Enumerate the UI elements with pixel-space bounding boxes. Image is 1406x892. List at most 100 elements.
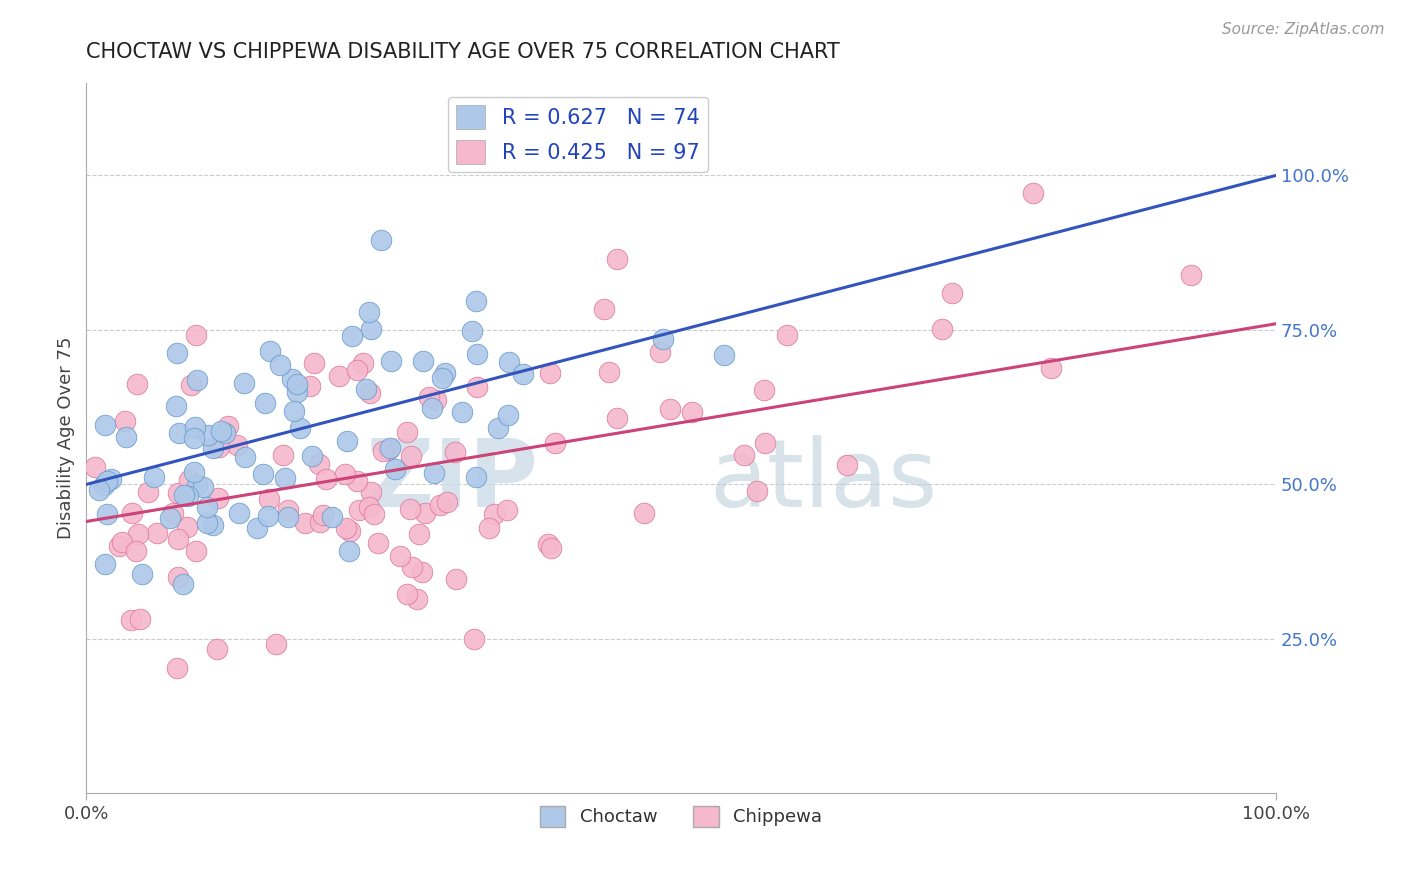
Point bbox=[941, 286, 963, 301]
Point bbox=[228, 506, 250, 520]
Point bbox=[436, 495, 458, 509]
Point bbox=[301, 449, 323, 463]
Point bbox=[388, 549, 411, 563]
Point bbox=[496, 408, 519, 422]
Point bbox=[606, 252, 628, 267]
Point bbox=[146, 526, 169, 541]
Point bbox=[395, 587, 418, 601]
Point bbox=[346, 363, 368, 377]
Point bbox=[463, 632, 485, 647]
Point bbox=[281, 372, 304, 386]
Point bbox=[252, 467, 274, 481]
Point bbox=[373, 443, 395, 458]
Point bbox=[444, 572, 467, 586]
Point bbox=[315, 472, 337, 486]
Point bbox=[377, 442, 399, 457]
Point bbox=[124, 543, 146, 558]
Point bbox=[180, 378, 202, 392]
Point bbox=[835, 458, 858, 473]
Point bbox=[415, 506, 437, 520]
Point bbox=[167, 425, 190, 440]
Point bbox=[191, 480, 214, 494]
Point bbox=[209, 424, 232, 438]
Point bbox=[360, 322, 382, 336]
Point bbox=[195, 516, 218, 531]
Point bbox=[87, 483, 110, 497]
Point bbox=[538, 366, 561, 380]
Point bbox=[120, 613, 142, 627]
Point bbox=[259, 344, 281, 359]
Point bbox=[143, 470, 166, 484]
Point bbox=[486, 421, 509, 435]
Point bbox=[593, 302, 616, 317]
Point bbox=[176, 490, 198, 504]
Point bbox=[172, 577, 194, 591]
Point bbox=[754, 383, 776, 397]
Point bbox=[745, 483, 768, 498]
Point bbox=[271, 448, 294, 462]
Point bbox=[186, 543, 208, 558]
Point bbox=[312, 508, 335, 522]
Point bbox=[429, 498, 451, 512]
Point bbox=[302, 356, 325, 370]
Point bbox=[399, 449, 422, 463]
Point bbox=[652, 332, 675, 346]
Point bbox=[299, 379, 322, 393]
Point bbox=[197, 427, 219, 442]
Point bbox=[498, 354, 520, 368]
Point bbox=[931, 322, 953, 336]
Point bbox=[423, 466, 446, 480]
Point bbox=[537, 537, 560, 551]
Point bbox=[328, 368, 350, 383]
Point bbox=[450, 405, 472, 419]
Point bbox=[111, 535, 134, 549]
Point bbox=[165, 400, 187, 414]
Point bbox=[733, 448, 755, 462]
Point bbox=[226, 438, 249, 452]
Point bbox=[183, 431, 205, 445]
Point bbox=[401, 560, 423, 574]
Point bbox=[465, 347, 488, 361]
Point bbox=[380, 353, 402, 368]
Point bbox=[430, 371, 453, 385]
Point bbox=[233, 450, 256, 465]
Point bbox=[335, 521, 357, 535]
Point bbox=[184, 327, 207, 342]
Point bbox=[177, 473, 200, 487]
Legend: Choctaw, Chippewa: Choctaw, Chippewa bbox=[533, 798, 830, 834]
Point bbox=[127, 526, 149, 541]
Point bbox=[321, 510, 343, 524]
Point bbox=[337, 544, 360, 558]
Point bbox=[159, 511, 181, 525]
Point bbox=[131, 566, 153, 581]
Point bbox=[259, 492, 281, 507]
Point bbox=[1040, 361, 1063, 376]
Point bbox=[544, 435, 567, 450]
Point bbox=[183, 420, 205, 434]
Point bbox=[360, 485, 382, 500]
Point bbox=[207, 491, 229, 505]
Point bbox=[129, 612, 152, 626]
Point bbox=[465, 380, 488, 394]
Point bbox=[283, 404, 305, 418]
Point bbox=[245, 521, 267, 535]
Point bbox=[354, 382, 377, 396]
Point bbox=[339, 524, 361, 538]
Point bbox=[277, 509, 299, 524]
Point bbox=[633, 506, 655, 520]
Point bbox=[201, 441, 224, 455]
Point bbox=[308, 516, 330, 530]
Point bbox=[173, 488, 195, 502]
Point bbox=[336, 434, 359, 449]
Point bbox=[121, 506, 143, 520]
Point bbox=[408, 527, 430, 541]
Point bbox=[277, 502, 299, 516]
Point bbox=[166, 346, 188, 360]
Point bbox=[540, 541, 562, 555]
Text: CHOCTAW VS CHIPPEWA DISABILITY AGE OVER 75 CORRELATION CHART: CHOCTAW VS CHIPPEWA DISABILITY AGE OVER … bbox=[86, 42, 839, 62]
Point bbox=[433, 367, 456, 381]
Point bbox=[83, 460, 105, 475]
Text: ZIP: ZIP bbox=[366, 434, 538, 526]
Point bbox=[346, 474, 368, 488]
Point bbox=[96, 507, 118, 521]
